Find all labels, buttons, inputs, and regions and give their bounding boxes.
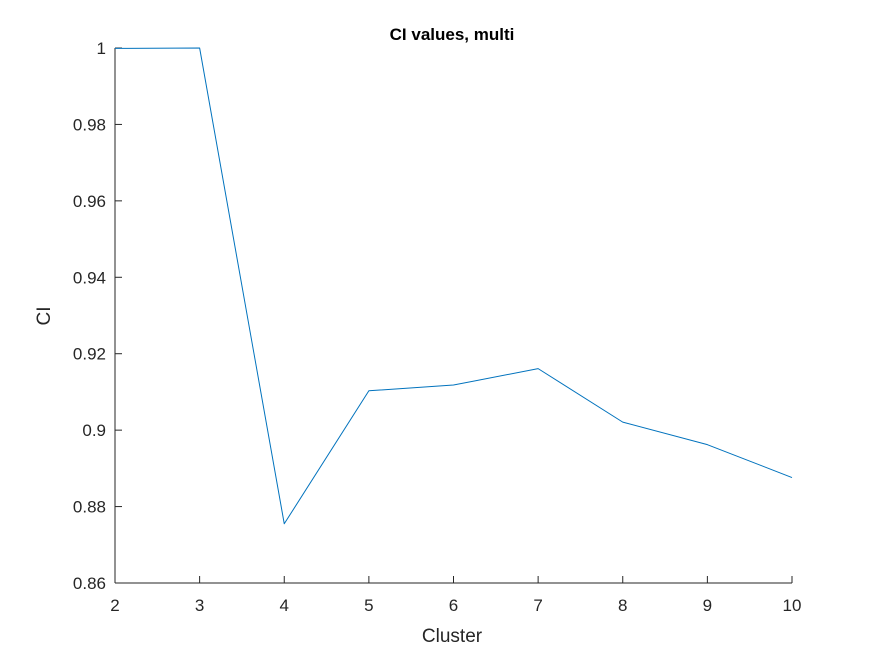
x-tick-label: 8 — [618, 596, 627, 615]
chart-title: CI values, multi — [390, 25, 515, 44]
y-axis-label: CI — [34, 307, 55, 326]
x-tick-label: 5 — [364, 596, 373, 615]
x-tick-label: 3 — [195, 596, 204, 615]
y-tick-label: 0.94 — [73, 268, 106, 287]
y-tick-label: 0.9 — [82, 421, 106, 440]
x-tick-label: 9 — [703, 596, 712, 615]
x-tick-label: 2 — [110, 596, 119, 615]
series-layer — [115, 48, 792, 524]
y-tick-label: 0.86 — [73, 574, 106, 593]
y-tick-label: 0.92 — [73, 345, 106, 364]
series-line — [115, 48, 792, 524]
y-tick-label: 1 — [97, 39, 106, 58]
x-tick-label: 10 — [783, 596, 802, 615]
x-tick-label: 4 — [280, 596, 289, 615]
y-tick-label: 0.88 — [73, 498, 106, 517]
x-tick-label: 6 — [449, 596, 458, 615]
y-tick-label: 0.98 — [73, 115, 106, 134]
x-tick-label: 7 — [533, 596, 542, 615]
tick-labels: 2 3 4 5 6 7 8 9 10 0.86 0.88 0.9 0.92 0.94 0.96 0.98 1 — [73, 39, 802, 615]
y-tick-label: 0.96 — [73, 192, 106, 211]
x-axis-label: Cluster — [422, 626, 483, 647]
axes — [115, 48, 792, 583]
